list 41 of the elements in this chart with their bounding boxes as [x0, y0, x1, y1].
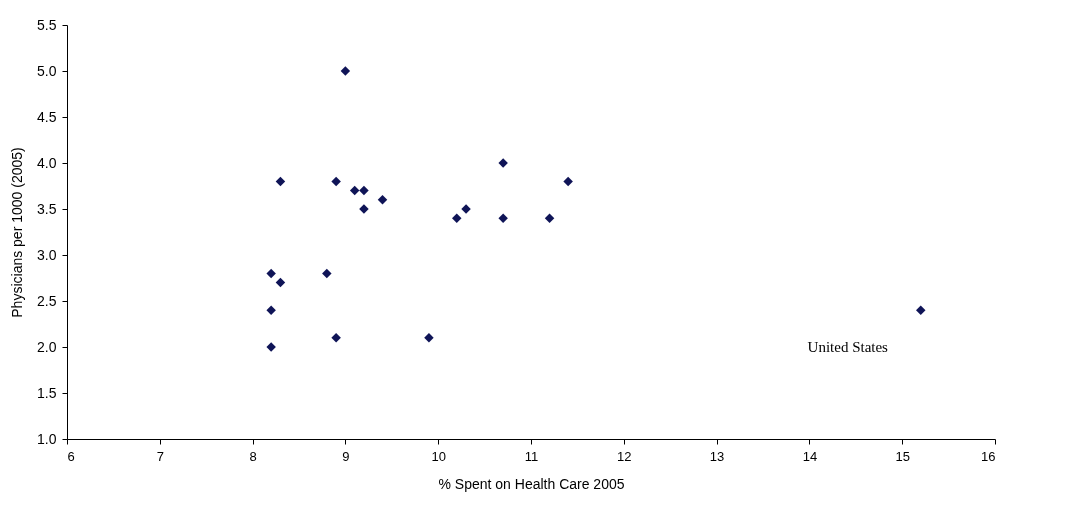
y-tick-label: 2.5	[37, 292, 57, 309]
point	[340, 66, 351, 76]
point	[377, 195, 388, 205]
x-tick-label: 15	[895, 448, 910, 464]
point	[359, 185, 369, 196]
point	[322, 268, 332, 279]
x-tick-label: 12	[617, 448, 632, 464]
y-tick-label: 3.5	[37, 200, 57, 217]
point	[349, 185, 360, 196]
point	[266, 268, 276, 279]
x-tick-label: 13	[709, 448, 725, 464]
point	[266, 305, 276, 315]
y-tick-label: 2.0	[37, 338, 57, 355]
x-tick-label: 11	[524, 448, 539, 464]
y-tick-label: 1.0	[37, 430, 57, 447]
y-axis-title: Physicians per 1000 (2005)	[9, 147, 26, 318]
point	[916, 305, 926, 315]
y-tick-label: 5.5	[37, 16, 57, 33]
x-tick-label: 8	[249, 448, 257, 464]
point	[331, 176, 341, 187]
x-tick-label: 9	[342, 448, 350, 464]
point	[424, 333, 434, 343]
x-tick-label: 7	[156, 448, 164, 464]
point	[498, 213, 508, 223]
point	[563, 176, 573, 187]
y-tick-label: 4.5	[37, 108, 57, 125]
x-tick-label: 6	[67, 448, 75, 464]
y-tick-label: 4.0	[37, 154, 57, 171]
x-axis-title: % Spent on Health Care 2005	[438, 475, 625, 492]
y-tick-label: 1.5	[37, 384, 57, 401]
x-tick-label: 14	[802, 448, 818, 464]
y-tick-label: 3.0	[37, 246, 57, 263]
annotation: United States	[807, 339, 889, 356]
point	[275, 176, 286, 187]
y-tick-label: 5.0	[37, 62, 57, 79]
point	[275, 277, 286, 288]
x-tick-label: 16	[981, 448, 996, 464]
x-tick-label: 10	[431, 448, 446, 464]
point	[544, 213, 555, 223]
point	[331, 333, 341, 343]
point	[452, 213, 462, 223]
